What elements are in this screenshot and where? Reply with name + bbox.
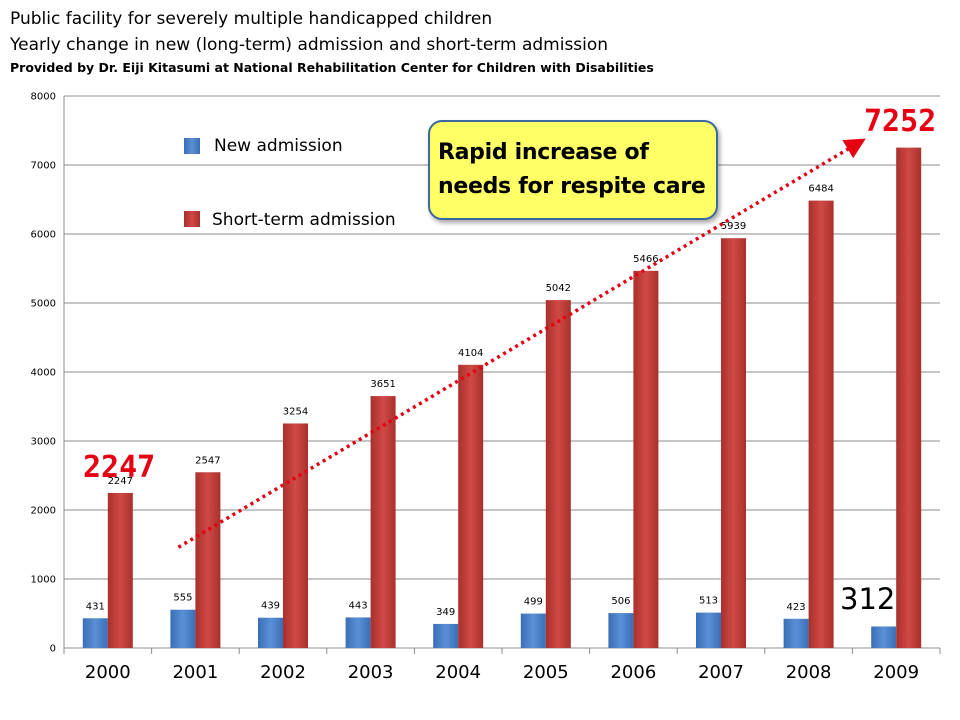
bar-short-term-admission: [545, 300, 571, 648]
x-tick-label: 2003: [348, 662, 394, 683]
data-label-short-term: 2547: [195, 455, 220, 466]
highlight-first-value: 2247: [83, 450, 155, 485]
chart-title: Public facility for severely multiple ha…: [10, 9, 493, 29]
legend-label-short: Short-term admission: [212, 210, 396, 230]
callout-line2: needs for respite care: [438, 174, 706, 199]
data-label-new: 443: [349, 600, 368, 611]
bar-short-term-admission: [195, 472, 221, 648]
data-label-new: 431: [86, 601, 105, 612]
y-tick-label: 2000: [31, 506, 56, 517]
bar-new-admission: [520, 613, 546, 648]
highlight-last-new-value: 312: [840, 582, 895, 616]
bar-new-admission: [871, 626, 897, 648]
bar-new-admission: [345, 617, 371, 648]
title-block: Public facility for severely multiple ha…: [10, 6, 654, 78]
bar-new-admission: [608, 613, 634, 648]
y-tick-label: 4000: [31, 368, 56, 379]
bar-short-term-admission: [283, 423, 308, 648]
data-label-short-term: 5939: [721, 221, 746, 232]
highlight-last-value: 7252: [864, 104, 936, 139]
y-tick-label: 6000: [31, 230, 56, 241]
data-label-short-term: 2247: [108, 476, 133, 487]
y-tick-label: 7000: [31, 161, 56, 172]
legend: New admission Short-term admission: [184, 136, 396, 230]
bars-layer: [82, 147, 922, 649]
y-tick-label: 3000: [31, 437, 56, 448]
data-label-short-term: 3651: [370, 379, 395, 390]
x-tick-label: 2008: [786, 662, 832, 683]
legend-swatch-new: [184, 138, 200, 154]
bar-new-admission: [696, 612, 721, 648]
bar-short-term-admission: [808, 200, 834, 648]
x-tick-label: 2006: [610, 662, 656, 683]
data-label-new: 499: [524, 597, 543, 608]
x-tick-label: 2007: [698, 662, 744, 683]
respite-care-callout: Rapid increase of needs for respite care: [428, 120, 718, 220]
bar-short-term-admission: [370, 396, 396, 648]
legend-label-new: New admission: [214, 136, 343, 156]
x-tick-label: 2002: [260, 662, 306, 683]
bar-short-term-admission: [107, 492, 133, 648]
y-tick-label: 5000: [31, 299, 56, 310]
bar-short-term-admission: [633, 270, 659, 648]
data-label-short-term: 6484: [808, 184, 833, 195]
bar-short-term-admission: [721, 238, 746, 649]
x-tick-label: 2001: [172, 662, 218, 683]
bar-new-admission: [783, 618, 809, 648]
bar-short-term-admission: [458, 364, 484, 648]
data-label-short-term: 3254: [283, 406, 308, 417]
bar-short-term-admission: [896, 147, 922, 648]
bar-new-admission: [258, 617, 283, 648]
data-label-new: 555: [173, 593, 192, 604]
data-label-new: 439: [261, 601, 280, 612]
callout-line1: Rapid increase of: [438, 140, 649, 165]
legend-swatch-short: [184, 211, 200, 227]
x-tick-label: 2009: [873, 662, 919, 683]
labels-layer: 2000 431 2247 2001 555 2547 2002 439 3254 2003 443…: [85, 184, 919, 683]
chart-credit: Provided by Dr. Eiji Kitasumi at Nationa…: [10, 60, 654, 75]
bar-new-admission: [170, 609, 196, 648]
bar-new-admission: [433, 623, 459, 648]
data-label-new: 349: [436, 607, 455, 618]
data-label-new: 423: [787, 602, 806, 613]
x-tick-label: 2005: [523, 662, 569, 683]
y-tick-label: 1000: [31, 575, 56, 586]
data-label-new: 513: [699, 596, 718, 607]
data-label-short-term: 4104: [458, 348, 483, 359]
data-label-short-term: 5466: [633, 254, 658, 265]
x-tick-label: 2004: [435, 662, 481, 683]
y-tick-label: 0: [50, 644, 56, 655]
y-tick-label: 8000: [31, 92, 56, 103]
data-label-new: 506: [611, 596, 630, 607]
chart-subtitle: Yearly change in new (long-term) admissi…: [10, 35, 609, 55]
data-label-short-term: 5042: [546, 283, 571, 294]
x-tick-label: 2000: [85, 662, 131, 683]
bar-new-admission: [82, 618, 108, 648]
